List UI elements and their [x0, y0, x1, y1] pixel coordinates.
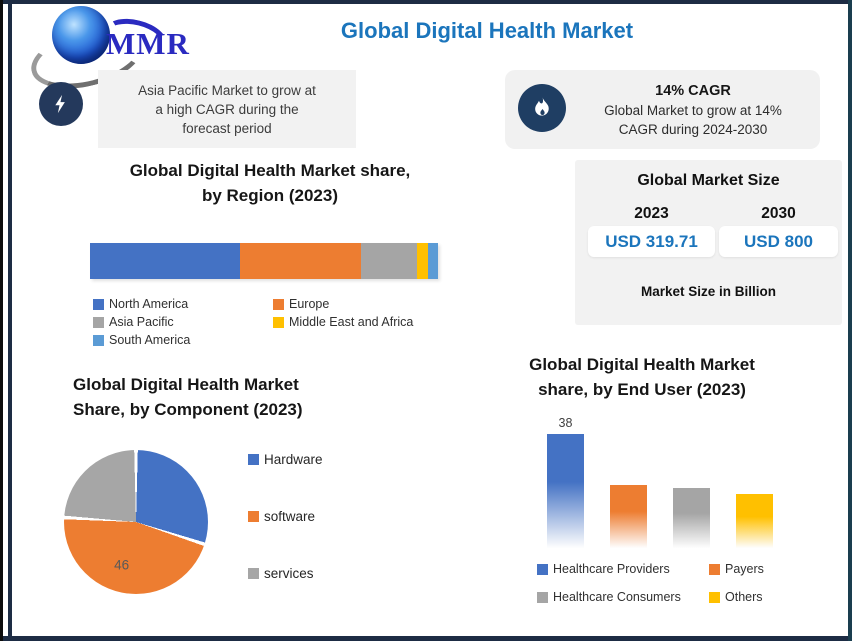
region-chart-title: Global Digital Health Market share, by R…: [100, 158, 440, 208]
market-value-2023: USD 319.71: [588, 226, 715, 257]
region-chart-title-line2: by Region (2023): [201, 186, 339, 205]
logo-text: MMR: [106, 26, 190, 61]
component-chart-title-line1: Global Digital Health Market: [73, 375, 299, 394]
legend-swatch: [93, 299, 104, 310]
frame-border-bottom: [0, 636, 852, 641]
enduser-chart-title-line1: Global Digital Health Market: [529, 355, 755, 374]
region-stacked-bar: [90, 243, 438, 279]
legend-item-hardware: Hardware: [248, 452, 323, 467]
pie-data-label: 46: [114, 557, 130, 573]
market-year-2023: 2023: [634, 205, 669, 222]
page-title: Global Digital Health Market: [340, 18, 634, 43]
legend-label: Payers: [725, 562, 764, 576]
legend-swatch: [709, 592, 720, 603]
legend-item-others: Others: [709, 590, 837, 605]
legend-swatch: [93, 335, 104, 346]
cagr-heading: 14% CAGR: [655, 83, 731, 99]
legend-swatch: [248, 511, 259, 522]
legend-swatch: [273, 299, 284, 310]
legend-label: Others: [725, 590, 763, 604]
legend-swatch: [93, 317, 104, 328]
lightning-icon: [39, 82, 83, 126]
region-bar-segment-north-america: [90, 243, 240, 279]
legend-item-north-america: North America: [93, 297, 273, 312]
region-legend: North America Europe Asia Pacific Middle Ea…: [93, 297, 445, 348]
legend-swatch: [537, 564, 548, 575]
right-callout-body: 14% CAGR Global Market to grow at 14% CA…: [573, 81, 813, 139]
legend-label: Middle East and Africa: [289, 315, 414, 329]
legend-label: Asia Pacific: [109, 315, 174, 329]
legend-item-services: services: [248, 566, 323, 581]
legend-swatch: [248, 454, 259, 465]
enduser-bar-healthcare-providers: [547, 434, 584, 548]
legend-label: services: [264, 566, 314, 581]
component-chart-title-line2: Share, by Component (2023): [73, 400, 303, 419]
enduser-bar-others: [736, 494, 773, 548]
region-chart-title-line1: Global Digital Health Market share,: [129, 161, 411, 180]
frame-border-left-outer: [0, 0, 3, 641]
left-callout-box: Asia Pacific Market to grow at a high CA…: [98, 70, 356, 148]
legend-label: South America: [109, 333, 191, 347]
enduser-bar-chart: 38: [540, 408, 790, 548]
right-callout-box: 14% CAGR Global Market to grow at 14% CA…: [505, 70, 820, 149]
legend-item-middle-east-and-africa: Middle East and Africa: [273, 315, 445, 330]
market-size-panel: Global Market Size 2023 2030 USD 319.71 …: [575, 160, 842, 325]
left-callout-text: Asia Pacific Market to grow at a high CA…: [138, 82, 316, 136]
frame-border-left-inner: [8, 0, 12, 641]
legend-item-healthcare-providers: Healthcare Providers: [537, 562, 709, 577]
legend-item-asia-pacific: Asia Pacific: [93, 315, 273, 330]
enduser-bar-payers: [610, 485, 647, 548]
legend-swatch: [709, 564, 720, 575]
region-bar-segment-asia-pacific: [361, 243, 418, 279]
component-pie-chart: 46: [64, 450, 208, 594]
enduser-chart-title: Global Digital Health Market share, by E…: [482, 352, 802, 402]
legend-label: Hardware: [264, 452, 323, 467]
market-size-note: Market Size in Billion: [640, 284, 777, 299]
legend-label: software: [264, 509, 316, 524]
legend-item-healthcare-consumers: Healthcare Consumers: [537, 590, 709, 605]
legend-item-payers: Payers: [709, 562, 837, 577]
legend-item-europe: Europe: [273, 297, 445, 312]
component-chart-title: Global Digital Health Market Share, by C…: [73, 372, 353, 422]
enduser-bar-value-label: 38: [558, 416, 573, 430]
legend-item-south-america: South America: [93, 333, 273, 348]
frame-border-top: [0, 0, 852, 4]
legend-item-software: software: [248, 509, 323, 524]
lightning-glyph: [55, 94, 65, 114]
enduser-chart-title-line2: share, by End User (2023): [538, 380, 746, 399]
legend-label: North America: [109, 297, 189, 311]
region-bar-segment-south-america: [427, 243, 438, 279]
legend-swatch: [248, 568, 259, 579]
market-value-2030: USD 800: [719, 226, 838, 257]
globe-icon: [52, 6, 110, 64]
legend-swatch: [537, 592, 548, 603]
enduser-legend: Healthcare Providers Payers Healthcare Con…: [537, 562, 837, 605]
region-bar-segment-middle-east-and-africa: [417, 243, 428, 279]
frame-border-right: [848, 0, 852, 641]
legend-label: Healthcare Providers: [553, 562, 670, 576]
market-size-title: Global Market Size: [637, 172, 780, 189]
flame-glyph: [534, 96, 549, 116]
component-legend: Hardware software services: [248, 452, 323, 581]
cagr-text: Global Market to grow at 14% CAGR during…: [604, 103, 782, 137]
legend-label: Healthcare Consumers: [553, 590, 681, 604]
market-year-2030: 2030: [761, 205, 796, 222]
region-bar-segment-europe: [239, 243, 362, 279]
flame-icon: [518, 84, 566, 132]
enduser-bar-healthcare-consumers: [673, 488, 710, 548]
legend-label: Europe: [289, 297, 330, 311]
legend-swatch: [273, 317, 284, 328]
